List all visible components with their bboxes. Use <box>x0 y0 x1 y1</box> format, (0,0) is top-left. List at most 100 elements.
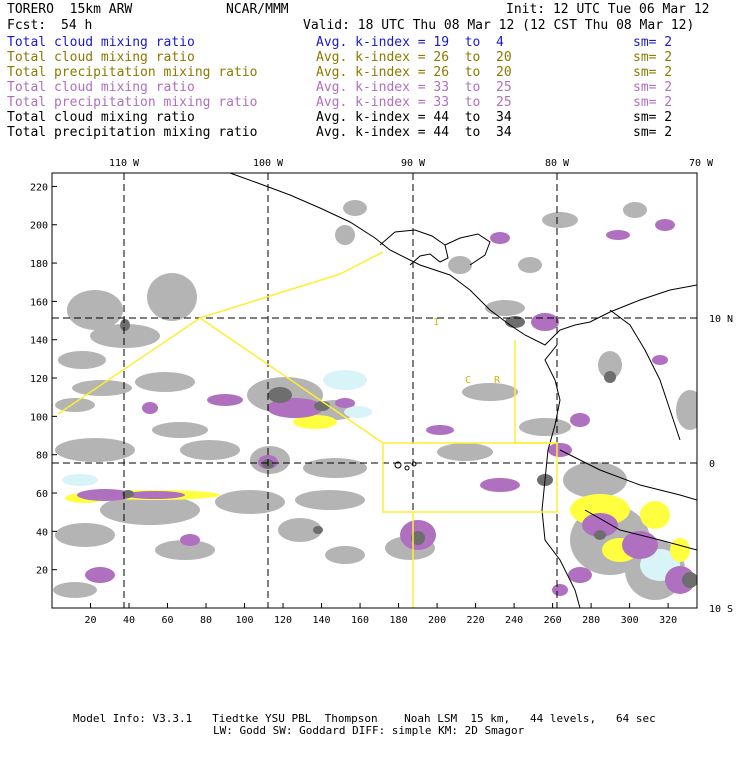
legend-index-label: Avg. k-index = <box>316 80 426 95</box>
x-tick-label: 80 <box>200 615 212 626</box>
map-plot: 110 W 100 W 90 W 80 W 70 W 10 N 0 10 S <box>30 158 733 626</box>
legend-index-label: Avg. k-index = <box>316 35 426 50</box>
legend-row: Total cloud mixing ratio Avg. k-index = 4… <box>7 110 727 125</box>
legend-smoothing: sm= 2 <box>633 50 673 65</box>
x-tick-label: 60 <box>161 615 173 626</box>
legend-to-value: 20 <box>496 50 512 65</box>
x-tick-label: 300 <box>621 615 639 626</box>
y-tick-label: 220 <box>30 182 48 193</box>
legend-from-value: 26 <box>433 65 450 80</box>
x-tick-label: 220 <box>467 615 485 626</box>
map-frame <box>51 172 698 609</box>
legend-from-value: 33 <box>433 95 450 110</box>
x-tick-label: 280 <box>582 615 600 626</box>
legend-field-name: Total precipitation mixing ratio <box>7 95 258 110</box>
legend-to-word: to <box>464 50 481 65</box>
legend-row: Total precipitation mixing ratio Avg. k-i… <box>7 95 727 110</box>
legend-row: Total precipitation mixing ratio Avg. k-i… <box>7 125 727 140</box>
legend-index-label: Avg. k-index = <box>316 50 426 65</box>
y-tick-label: 20 <box>36 566 48 577</box>
legend-from-value: 33 <box>433 80 450 95</box>
y-tick-label: 140 <box>30 336 48 347</box>
legend-smoothing: sm= 2 <box>633 80 673 95</box>
yellow-field <box>65 415 690 562</box>
legend-to-word: to <box>464 95 481 110</box>
legend-row: Total cloud mixing ratio Avg. k-index = 1… <box>7 35 727 50</box>
lon-label-90w: 90 W <box>401 158 426 169</box>
purple-field <box>77 219 695 596</box>
legend-to-word: to <box>464 35 481 50</box>
track-label-c: C <box>465 375 471 386</box>
y-tick-label: 100 <box>30 412 48 423</box>
legend-index-label: Avg. k-index = <box>316 95 426 110</box>
legend-to-value: 25 <box>496 95 512 110</box>
legend-index-label: Avg. k-index = <box>316 110 426 125</box>
legend-smoothing: sm= 2 <box>633 35 673 50</box>
y-tick-label: 60 <box>36 489 48 500</box>
y-tick-label: 180 <box>30 259 48 270</box>
track-label-1: 1 <box>433 317 439 328</box>
legend-field-name: Total cloud mixing ratio <box>7 80 195 95</box>
legend-smoothing: sm= 2 <box>633 65 673 80</box>
legend-to-value: 20 <box>496 65 512 80</box>
model-title: TORERO 15km ARW <box>7 2 133 17</box>
cyan-field <box>62 370 680 581</box>
legend-index-range: Avg. k-index = 26 to 20 <box>316 65 512 80</box>
legend-to-word: to <box>464 110 481 125</box>
legend-to-value: 25 <box>496 80 512 95</box>
x-tick-label: 180 <box>390 615 408 626</box>
x-tick-label: 20 <box>84 615 96 626</box>
legend-to-value: 34 <box>496 110 512 125</box>
legend-index-range: Avg. k-index = 44 to 34 <box>316 110 512 125</box>
legend-index-label: Avg. k-index = <box>316 65 426 80</box>
lon-label-80w: 80 W <box>545 158 570 169</box>
valid-time: Valid: 18 UTC Thu 08 Mar 12 (12 CST Thu … <box>303 18 695 33</box>
footer-physics-info: LW: Godd SW: Goddard DIFF: simple KM: 2D… <box>213 724 525 737</box>
legend-to-value: 4 <box>496 35 504 50</box>
x-axis: 20 40 60 80 100 120 140 160 180 200 220 240 260 280 30… <box>84 603 677 626</box>
legend-field-name: Total precipitation mixing ratio <box>7 65 258 80</box>
legend-field-name: Total precipitation mixing ratio <box>7 125 258 140</box>
x-tick-label: 100 <box>236 615 254 626</box>
legend-to-value: 34 <box>496 125 512 140</box>
legend-field-name: Total cloud mixing ratio <box>7 50 195 65</box>
lon-label-110w: 110 W <box>109 158 140 169</box>
x-tick-label: 40 <box>123 615 135 626</box>
legend-index-range: Avg. k-index = 33 to 25 <box>316 95 512 110</box>
lat-label-10s: 10 S <box>709 604 733 615</box>
legend-index-range: Avg. k-index = 19 to 4 <box>316 35 504 50</box>
legend-row: Total precipitation mixing ratio Avg. k-i… <box>7 65 727 80</box>
y-axis: 220 200 180 160 140 120 100 80 60 40 20 <box>30 182 57 577</box>
legend-smoothing: sm= 2 <box>633 110 673 125</box>
forecast-label: Fcst: <box>7 18 47 33</box>
y-tick-label: 160 <box>30 297 48 308</box>
y-tick-label: 40 <box>36 527 48 538</box>
track-label-r: R <box>494 375 501 386</box>
legend-smoothing: sm= 2 <box>633 95 673 110</box>
init-time: Init: 12 UTC Tue 06 Mar 12 <box>506 2 710 17</box>
legend-to-word: to <box>464 65 481 80</box>
legend-field-name: Total cloud mixing ratio <box>7 110 195 125</box>
legend-row: Total cloud mixing ratio Avg. k-index = 2… <box>7 50 727 65</box>
legend-index-label: Avg. k-index = <box>316 125 426 140</box>
x-tick-label: 160 <box>351 615 369 626</box>
legend-smoothing: sm= 2 <box>633 125 673 140</box>
x-tick-label: 260 <box>544 615 562 626</box>
legend-index-range: Avg. k-index = 44 to 34 <box>316 125 512 140</box>
lon-label-70w: 70 W <box>689 158 714 169</box>
legend-index-range: Avg. k-index = 33 to 25 <box>316 80 512 95</box>
lat-label-eq: 0 <box>709 459 715 470</box>
legend-from-value: 19 <box>433 35 450 50</box>
lat-label-10n: 10 N <box>709 314 733 325</box>
legend-to-word: to <box>464 80 481 95</box>
x-tick-label: 140 <box>313 615 331 626</box>
y-tick-label: 120 <box>30 374 48 385</box>
y-tick-label: 200 <box>30 221 48 232</box>
latlon-grid <box>52 173 697 608</box>
legend-from-value: 26 <box>433 50 450 65</box>
flight-track: 1 C R <box>57 251 558 608</box>
y-tick-label: 80 <box>36 451 48 462</box>
x-tick-label: 240 <box>505 615 523 626</box>
legend-field-name: Total cloud mixing ratio <box>7 35 195 50</box>
legend-to-word: to <box>464 125 481 140</box>
